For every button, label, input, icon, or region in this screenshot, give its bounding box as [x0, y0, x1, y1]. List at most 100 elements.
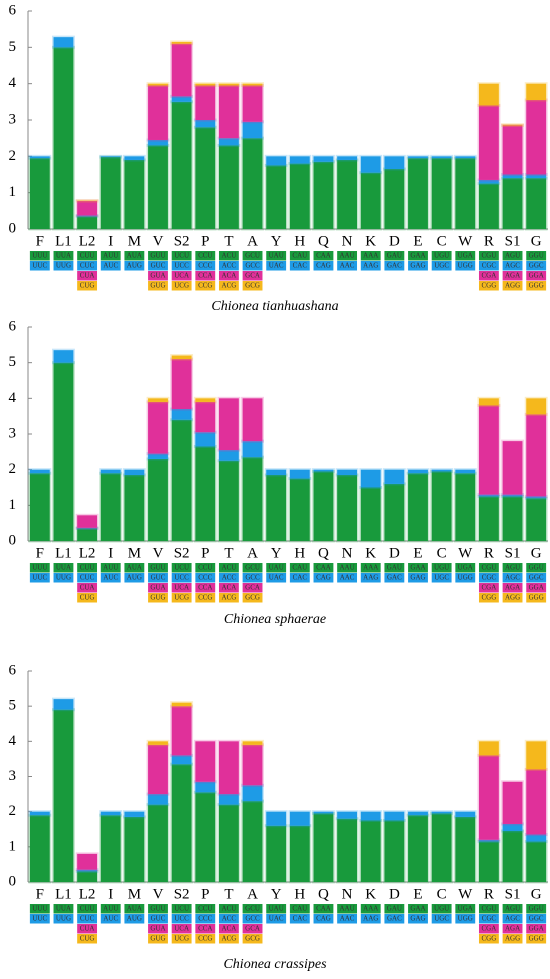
codon-box — [313, 573, 334, 583]
codon-box — [148, 924, 168, 934]
codon-box — [242, 593, 263, 603]
codon-box — [289, 251, 310, 261]
codon-box — [408, 563, 428, 573]
caption: Chionea sphaerae — [224, 612, 326, 627]
bar-segment — [406, 813, 430, 884]
bar-segment — [75, 513, 99, 530]
codon-box — [478, 593, 499, 603]
bar-segment — [382, 818, 406, 884]
codon-box — [502, 924, 523, 934]
bar-segment — [122, 158, 146, 231]
bar-segment — [193, 739, 217, 784]
codon-box — [242, 924, 263, 934]
codon-box — [29, 573, 50, 583]
codon-box — [502, 251, 523, 261]
codon-box — [478, 934, 499, 944]
bar-segment — [501, 439, 524, 497]
codon-label: CGU — [482, 252, 497, 260]
codon-label: AAG — [363, 574, 378, 582]
x-tick-label: W — [458, 886, 473, 902]
bar-segment — [524, 412, 548, 498]
codon-label: GAG — [410, 262, 425, 270]
bar-segment — [430, 468, 454, 473]
codon-box — [195, 583, 216, 593]
codon-box — [526, 914, 547, 924]
codon-box — [242, 563, 263, 573]
bar-segment — [99, 154, 123, 159]
codon-box — [526, 924, 547, 934]
codon-box — [218, 934, 239, 944]
codon-label: GAC — [387, 915, 402, 923]
codon-box — [526, 281, 547, 291]
bar-segment — [382, 482, 406, 543]
codon-box — [171, 583, 192, 593]
y-tick-label: 3 — [9, 768, 17, 784]
x-tick-label: Q — [318, 545, 329, 561]
bar-segment — [430, 469, 454, 543]
codon-box — [242, 904, 263, 914]
codon-label: UCA — [174, 925, 189, 933]
bar-segment — [406, 154, 430, 160]
x-tick-label: A — [247, 886, 258, 902]
codon-label: AUC — [103, 915, 118, 923]
codon-label: UUA — [56, 252, 71, 260]
codon-label: UAU — [269, 252, 284, 260]
bar-segment — [524, 396, 548, 416]
codon-label: GCC — [245, 915, 260, 923]
codon-box — [266, 563, 287, 573]
codon-label: UCA — [174, 272, 189, 280]
bar-segment — [217, 459, 241, 543]
codon-box — [313, 261, 334, 271]
codon-label: AUU — [103, 564, 118, 572]
codon-box — [455, 251, 476, 261]
codon-box — [408, 914, 428, 924]
codon-box — [478, 914, 499, 924]
codon-box — [313, 904, 334, 914]
codon-box — [266, 251, 287, 261]
codon-label: CCA — [198, 584, 212, 592]
codon-box — [171, 281, 192, 291]
codon-label: GGU — [529, 564, 544, 572]
codon-box — [360, 914, 381, 924]
codon-box — [124, 573, 145, 583]
x-tick-label: Q — [318, 886, 329, 902]
bar-segment — [312, 811, 335, 884]
x-tick-label: H — [294, 545, 305, 561]
codon-label: AGG — [505, 594, 520, 602]
codon-box — [242, 934, 263, 944]
codon-label: CGA — [482, 584, 497, 592]
y-tick-label: 1 — [9, 184, 17, 200]
codon-box — [313, 251, 334, 261]
codon-label: CCC — [198, 262, 212, 270]
codon-box — [77, 593, 98, 603]
codon-box — [218, 563, 239, 573]
codon-label: GUA — [150, 925, 165, 933]
codon-label: GAU — [387, 564, 402, 572]
bar-segment — [264, 468, 288, 477]
codon-box — [100, 904, 121, 914]
codon-box — [171, 563, 192, 573]
y-tick-label: 5 — [9, 354, 17, 370]
codon-label: GCU — [245, 905, 260, 913]
y-tick-label: 4 — [9, 733, 17, 749]
x-tick-label: R — [484, 545, 494, 561]
codon-box — [53, 904, 74, 914]
codon-box — [478, 261, 499, 271]
bar-segment — [359, 468, 383, 489]
bar-segment — [264, 810, 288, 828]
codon-label: GAA — [410, 564, 425, 572]
codon-box — [337, 563, 358, 573]
y-tick-label: 0 — [9, 532, 17, 548]
codon-label: UCU — [174, 564, 189, 572]
codon-box — [77, 914, 98, 924]
codon-label: AGA — [505, 272, 520, 280]
bar-segment — [75, 214, 99, 231]
codon-box — [289, 573, 310, 583]
codon-label: UCA — [174, 584, 189, 592]
bar-segment — [312, 810, 335, 815]
codon-label: CAA — [316, 252, 331, 260]
bar-segment — [359, 818, 383, 884]
codon-box — [337, 914, 358, 924]
codon-label: UGG — [458, 574, 473, 582]
